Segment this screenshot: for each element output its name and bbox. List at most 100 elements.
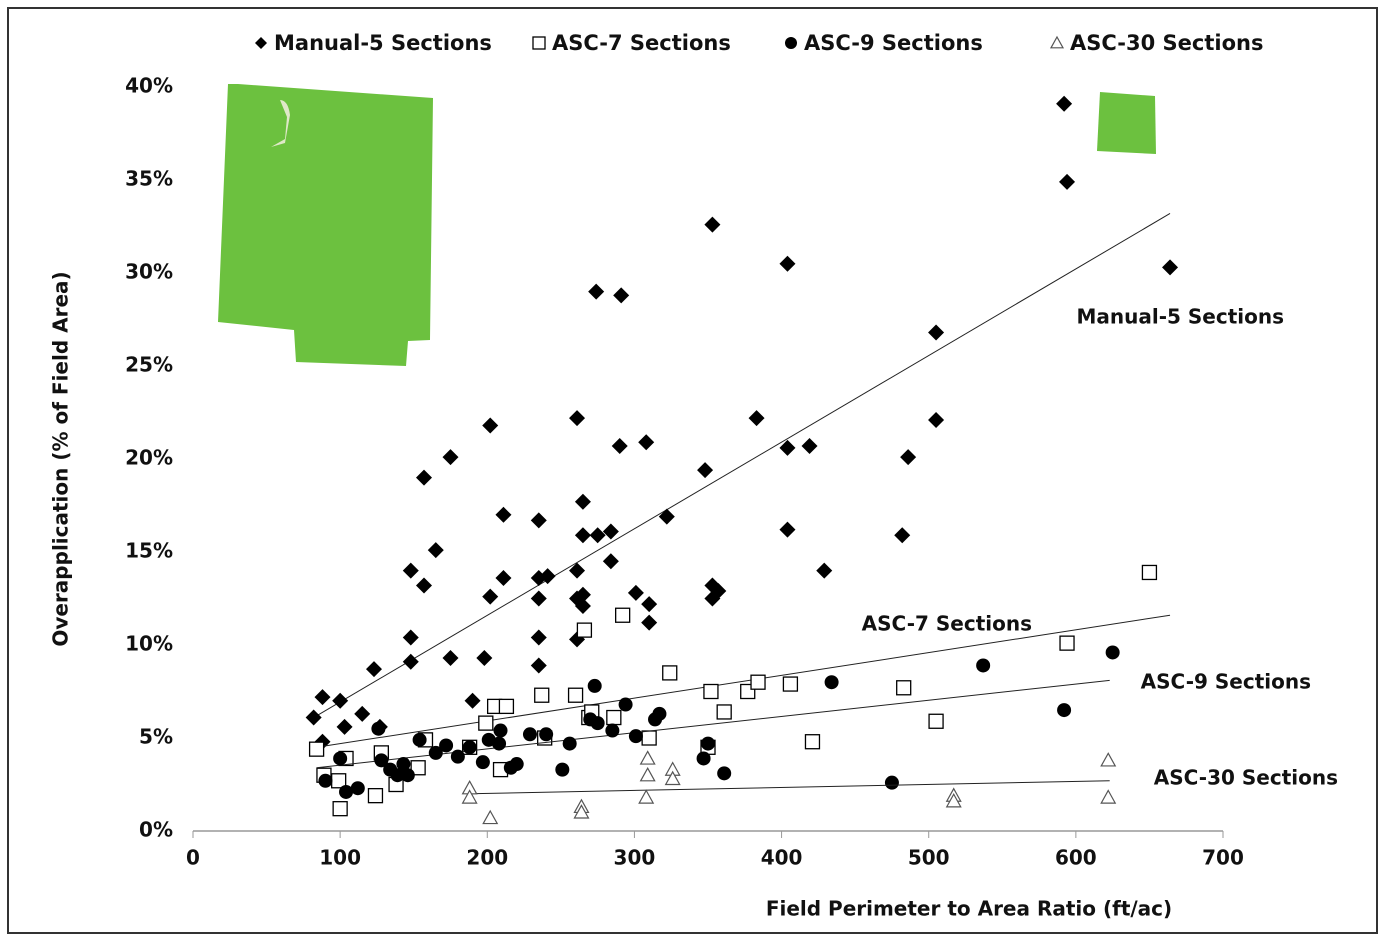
x-tick-label: 400 [761,846,803,870]
diamond-marker [416,577,432,593]
circle-marker [413,733,427,747]
diamond-marker [928,412,944,428]
circle-marker [629,729,643,743]
square-marker [577,623,591,637]
diamond-marker [416,470,432,486]
square-marker [717,705,731,719]
diamond-marker [569,410,585,426]
legend-marker [1051,37,1063,48]
diamond-marker [465,693,481,709]
trendline-label: Manual-5 Sections [1076,305,1284,329]
legend-marker [533,37,545,49]
field-image [218,84,433,366]
frame [8,8,1377,933]
trendline-label: ASC-9 Sections [1141,670,1311,694]
circle-marker [492,737,506,751]
diamond-marker [613,287,629,303]
circle-marker [588,679,602,693]
x-tick-label: 600 [1055,846,1097,870]
diamond-marker [337,719,353,735]
square-marker [1142,565,1156,579]
diamond-marker [779,522,795,538]
diamond-marker [628,585,644,601]
x-tick-label: 700 [1202,846,1244,870]
diamond-marker [894,527,910,543]
diamond-marker [603,553,619,569]
square-marker [642,731,656,745]
square-marker [499,699,513,713]
trendline [470,781,1110,794]
x-tick-label: 100 [319,846,361,870]
diamond-marker [704,217,720,233]
y-tick-label: 15% [125,539,173,563]
square-marker [929,714,943,728]
trendline [317,615,1170,747]
diamond-marker [482,589,498,605]
circle-marker [439,738,453,752]
circle-marker [717,766,731,780]
circle-marker [539,727,553,741]
diamond-marker [495,507,511,523]
diamond-marker [697,462,713,478]
circle-marker [697,751,711,765]
diamond-marker [476,650,492,666]
diamond-marker [802,438,818,454]
circle-marker [371,722,385,736]
diamond-marker [612,438,628,454]
y-tick-label: 35% [125,167,173,191]
legend-label: ASC-30 Sections [1070,31,1263,55]
diamond-marker [332,693,348,709]
circle-marker [605,724,619,738]
square-marker [783,677,797,691]
y-tick-label: 10% [125,632,173,656]
diamond-marker [575,494,591,510]
diamond-marker [641,596,657,612]
square-marker [368,789,382,803]
circle-marker [976,658,990,672]
diamond-marker [531,591,547,607]
circle-marker [652,707,666,721]
diamond-marker [443,650,459,666]
legend-marker [785,37,797,49]
triangle-marker [641,768,655,781]
circle-marker [510,757,524,771]
square-marker [751,675,765,689]
diamond-marker [428,542,444,558]
diamond-marker [443,449,459,465]
square-marker [704,685,718,699]
square-marker [1060,636,1074,650]
diamond-marker [779,256,795,272]
circle-marker [825,675,839,689]
circle-marker [563,737,577,751]
circle-marker [463,740,477,754]
trendline-label: ASC-7 Sections [862,612,1032,636]
diamond-marker [366,661,382,677]
y-tick-label: 20% [125,446,173,470]
square-marker [569,688,583,702]
circle-marker [476,755,490,769]
legend-label: ASC-9 Sections [804,31,983,55]
y-tick-label: 30% [125,260,173,284]
diamond-marker [1056,96,1072,112]
circle-marker [318,774,332,788]
diamond-marker [588,284,604,300]
square-marker [310,742,324,756]
x-tick-label: 0 [186,846,200,870]
diamond-marker [749,410,765,426]
circle-marker [494,724,508,738]
diamond-marker [1162,259,1178,275]
square-marker [897,681,911,695]
diamond-marker [603,524,619,540]
diamond-marker [531,657,547,673]
y-tick-label: 40% [125,74,173,98]
diamond-marker [403,563,419,579]
diamond-marker [900,449,916,465]
square-marker [479,716,493,730]
x-axis-title: Field Perimeter to Area Ratio (ft/ac) [766,897,1172,921]
field-image [1097,92,1156,154]
diamond-marker [590,527,606,543]
diamond-marker [354,706,370,722]
circle-marker [619,698,633,712]
y-tick-label: 0% [139,818,173,842]
triangle-marker [639,791,653,804]
